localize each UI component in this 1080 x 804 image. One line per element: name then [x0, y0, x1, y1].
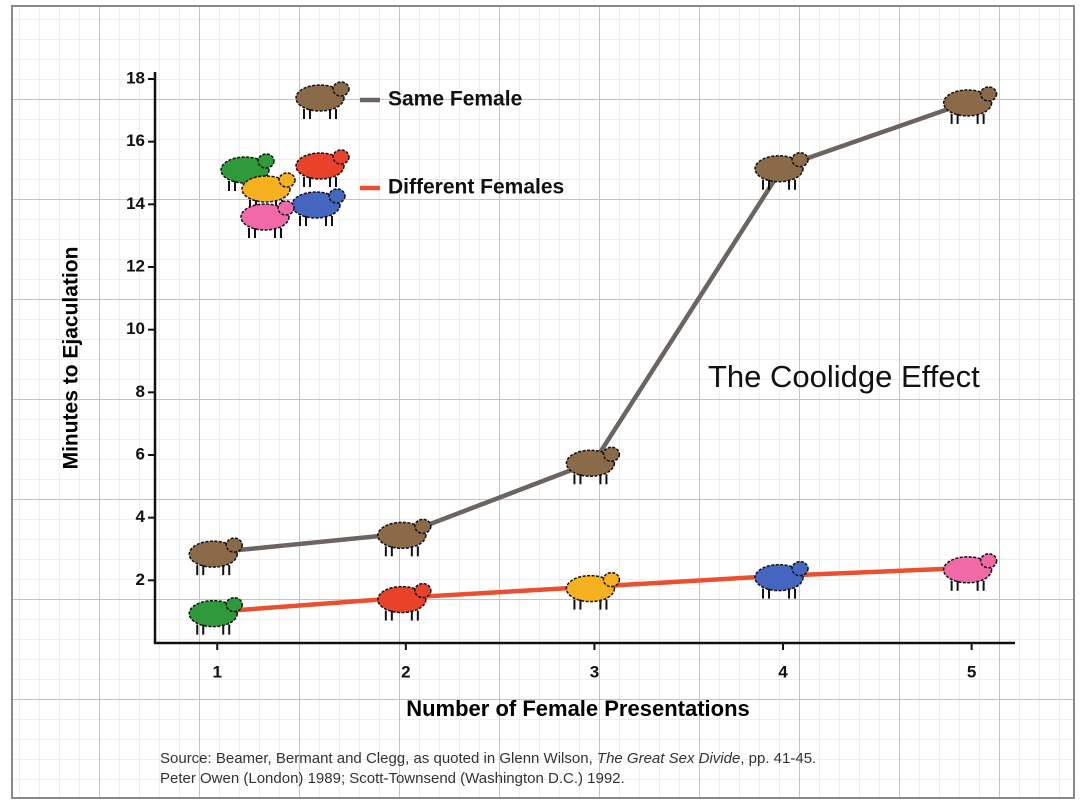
sheep-marker — [942, 553, 998, 591]
sheep-head — [332, 81, 350, 97]
sheep-head — [414, 582, 432, 599]
sheep-body — [377, 521, 427, 550]
sheep-head — [225, 596, 243, 613]
sheep-body — [240, 203, 290, 231]
x-tick-label: 2 — [401, 662, 410, 681]
x-tick-label: 3 — [590, 662, 599, 681]
legend-label: Same Female — [388, 88, 522, 111]
source: Peter Owen (London) 1989; Scott-Townsend… — [160, 770, 625, 787]
y-tick-label: 12 — [126, 256, 145, 275]
sheep-head — [225, 537, 243, 553]
sheep-head — [602, 446, 621, 463]
sheep-body — [754, 154, 804, 183]
sheep-marker — [942, 86, 998, 124]
source: Source: Beamer, Bermant and Clegg, as qu… — [160, 750, 816, 767]
x-tick-label: 1 — [213, 662, 222, 681]
sheep-head — [328, 188, 346, 204]
source-title: The Great Sex Divide — [597, 750, 740, 767]
sheep-marker — [754, 151, 809, 190]
sheep-marker — [240, 200, 295, 238]
source-text: Source: Beamer, Bermant and Clegg, as qu… — [160, 750, 597, 767]
y-tick-label: 4 — [136, 507, 146, 526]
sheep-body — [295, 152, 345, 180]
sheep-body — [295, 84, 345, 112]
annotation: The Coolidge Effect — [708, 359, 980, 394]
x-tick-label: 4 — [778, 662, 788, 681]
x-axis-label: Number of Female Presentations — [406, 696, 750, 721]
source-text: , pp. 41-45. — [740, 750, 816, 767]
legend-label: Different Females — [388, 176, 564, 199]
sheep-head — [257, 153, 275, 169]
sheep-marker — [188, 596, 243, 635]
sheep-body — [754, 563, 804, 592]
sheep-head — [277, 200, 295, 216]
y-tick-label: 16 — [126, 131, 145, 150]
y-axis-label: Minutes to Ejaculation — [60, 247, 83, 470]
y-tick-label: 10 — [126, 319, 145, 338]
sheep-marker — [565, 571, 621, 610]
graph-paper — [11, 5, 1075, 799]
sheep-marker — [295, 149, 350, 187]
sheep-marker — [188, 537, 243, 576]
sheep-marker — [565, 446, 621, 485]
sheep-head — [602, 571, 621, 588]
sheep-marker — [754, 560, 809, 599]
sheep-body — [942, 556, 993, 584]
y-tick-label: 2 — [136, 570, 145, 589]
sheep-marker — [377, 582, 432, 621]
sheep-marker — [377, 518, 432, 557]
sheep-body — [377, 585, 427, 614]
x-tick-label: 5 — [967, 662, 976, 681]
y-tick-label: 8 — [136, 382, 145, 401]
sheep-body — [565, 574, 616, 603]
sheep-body — [942, 89, 993, 117]
sheep-head — [278, 172, 296, 188]
y-tick-label: 14 — [126, 194, 145, 213]
sheep-body — [188, 599, 238, 628]
y-tick-label: 6 — [136, 444, 145, 463]
sheep-body — [565, 449, 616, 478]
sheep-body — [188, 540, 238, 568]
sheep-head — [791, 560, 809, 577]
y-tick-label: 18 — [126, 68, 145, 87]
sheep-head — [332, 149, 350, 165]
sheep-head — [979, 86, 998, 102]
sheep-head — [979, 553, 998, 569]
sheep-head — [414, 518, 432, 535]
sheep-head — [791, 151, 809, 168]
sheep-body — [241, 175, 291, 203]
sheep-marker — [295, 81, 350, 119]
